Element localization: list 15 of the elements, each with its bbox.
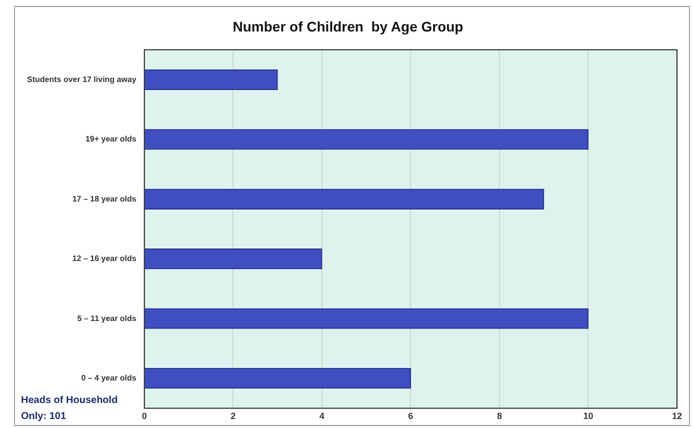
y-tick-label: 0 – 4 year olds bbox=[81, 374, 137, 383]
x-tick-label: 4 bbox=[319, 411, 324, 422]
y-tick-label: 19+ year olds bbox=[85, 134, 137, 144]
chart-title: Number of Children by Age Group bbox=[232, 18, 464, 34]
y-tick-label: Students over 17 living away bbox=[26, 74, 137, 84]
y-tick-label: 5 – 11 year olds bbox=[77, 314, 137, 323]
x-tick-label: 2 bbox=[230, 411, 236, 422]
x-tick-label: 8 bbox=[496, 411, 502, 422]
y-tick-label: 12 – 16 year olds bbox=[72, 254, 137, 264]
text: Heads of Household Only: 101 bbox=[21, 395, 118, 422]
x-tick-label: 12 bbox=[672, 411, 682, 422]
x-tick-label: 10 bbox=[583, 411, 594, 422]
x-tick-label: 0 bbox=[142, 411, 147, 422]
y-tick-label: 17 – 18 year olds bbox=[72, 194, 137, 204]
x-tick-label: 6 bbox=[408, 411, 414, 422]
